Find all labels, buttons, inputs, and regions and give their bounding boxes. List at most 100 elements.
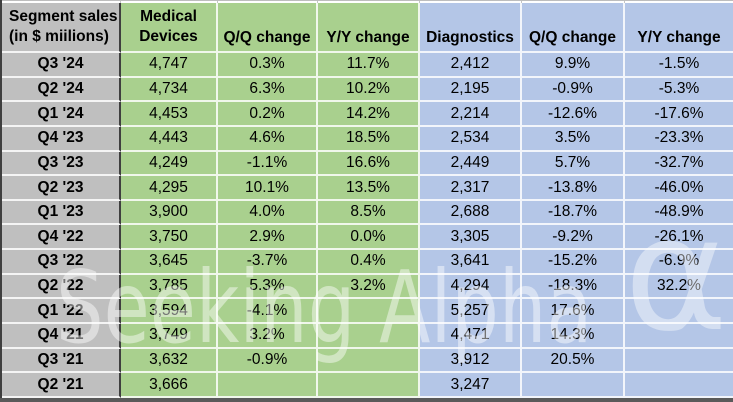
cell-md_qq: 5.3%	[218, 274, 318, 300]
cell-md_yy: 16.6%	[318, 151, 420, 177]
cell-dx_yy: -6.9%	[625, 250, 733, 275]
cell-md_yy: 18.5%	[318, 126, 420, 152]
cell-md_yy: 0.4%	[318, 250, 420, 275]
cell-quarter: Q2 '23	[2, 176, 121, 201]
cell-dx_qq: -12.6%	[522, 102, 625, 127]
column-header-dx_yy: Y/Y change	[625, 3, 733, 53]
cell-md_yy	[318, 299, 420, 325]
cell-dx_yy: -26.1%	[625, 225, 733, 251]
cell-dx: 2,449	[420, 151, 522, 177]
cell-dx: 3,641	[420, 250, 522, 275]
cell-md_qq: 6.3%	[218, 77, 318, 103]
cell-dx: 2,317	[420, 176, 522, 201]
cell-md_qq: 0.3%	[218, 53, 318, 78]
cell-dx_qq: 9.9%	[522, 53, 625, 78]
cell-md_qq: -0.9%	[218, 348, 318, 374]
cell-md: 3,749	[121, 324, 218, 349]
cell-quarter: Q2 '24	[2, 77, 121, 103]
cell-dx_yy	[625, 324, 733, 349]
cell-md_qq: 4.0%	[218, 200, 318, 226]
cell-md_qq: -3.7%	[218, 250, 318, 275]
sales-table-grid: Segment sales (in $ miilions) Medical Dev…	[2, 3, 733, 398]
cell-quarter: Q4 '23	[2, 126, 121, 152]
cell-quarter: Q1 '24	[2, 102, 121, 127]
cell-quarter: Q4 '21	[2, 324, 121, 349]
cell-dx: 2,412	[420, 53, 522, 78]
cell-md: 4,747	[121, 53, 218, 78]
cell-md_qq: -1.1%	[218, 151, 318, 177]
cell-dx_qq: -18.7%	[522, 200, 625, 226]
cell-quarter: Q1 '23	[2, 200, 121, 226]
cell-dx: 2,214	[420, 102, 522, 127]
cell-quarter: Q2 '22	[2, 274, 121, 300]
cell-dx_qq: 17.6%	[522, 299, 625, 325]
cell-dx: 2,688	[420, 200, 522, 226]
cell-dx_yy: -32.7%	[625, 151, 733, 177]
cell-md_qq: -4.1%	[218, 299, 318, 325]
cell-md_qq	[218, 373, 318, 398]
column-header-md: Medical Devices	[121, 3, 218, 53]
cell-md: 4,734	[121, 77, 218, 103]
cell-quarter: Q3 '21	[2, 348, 121, 374]
cell-md_yy	[318, 324, 420, 349]
cell-dx_yy: -5.3%	[625, 77, 733, 103]
column-header-dx_qq: Q/Q change	[522, 3, 625, 53]
cell-dx_qq: 3.5%	[522, 126, 625, 152]
cell-dx: 3,247	[420, 373, 522, 398]
column-divider-tick	[318, 1, 420, 3]
cell-md_yy: 14.2%	[318, 102, 420, 127]
cell-md: 4,249	[121, 151, 218, 177]
cell-md: 3,632	[121, 348, 218, 374]
cell-dx: 4,471	[420, 324, 522, 349]
cell-md_qq: 10.1%	[218, 176, 318, 201]
top-edge-sliver	[2, 0, 733, 3]
cell-md: 3,900	[121, 200, 218, 226]
cell-dx_yy: -48.9%	[625, 200, 733, 226]
cell-dx: 3,305	[420, 225, 522, 251]
cell-dx_qq: 14.3%	[522, 324, 625, 349]
column-header-quarter: Segment sales (in $ miilions)	[2, 3, 121, 53]
cell-md_yy: 10.2%	[318, 77, 420, 103]
column-header-md_yy: Y/Y change	[318, 3, 420, 53]
cell-md: 3,666	[121, 373, 218, 398]
cell-dx_qq: -15.2%	[522, 250, 625, 275]
column-header-dx: Diagnostics	[420, 3, 522, 53]
cell-md_yy: 11.7%	[318, 53, 420, 78]
cell-md: 3,785	[121, 274, 218, 300]
cell-md_yy: 8.5%	[318, 200, 420, 226]
cell-md_yy: 0.0%	[318, 225, 420, 251]
cell-dx_yy	[625, 373, 733, 398]
cell-quarter: Q3 '24	[2, 53, 121, 78]
cell-md_qq: 0.2%	[218, 102, 318, 127]
cell-md_yy	[318, 373, 420, 398]
cell-dx_yy: -46.0%	[625, 176, 733, 201]
cell-dx_yy	[625, 299, 733, 325]
cell-quarter: Q4 '22	[2, 225, 121, 251]
cell-md_qq: 4.6%	[218, 126, 318, 152]
cell-md: 4,453	[121, 102, 218, 127]
column-divider-tick	[2, 1, 121, 3]
cell-quarter: Q2 '21	[2, 373, 121, 398]
cell-quarter: Q3 '23	[2, 151, 121, 177]
cell-dx_yy: 32.2%	[625, 274, 733, 300]
cell-md: 4,443	[121, 126, 218, 152]
cell-dx_qq: 5.7%	[522, 151, 625, 177]
cell-dx: 2,195	[420, 77, 522, 103]
cell-quarter: Q1 '22	[2, 299, 121, 325]
cell-md: 3,645	[121, 250, 218, 275]
column-divider-tick	[625, 1, 733, 3]
cell-md_yy: 13.5%	[318, 176, 420, 201]
bottom-edge-sliver	[0, 398, 733, 402]
cell-dx_yy	[625, 348, 733, 374]
cell-dx_qq: 20.5%	[522, 348, 625, 374]
cell-md: 3,750	[121, 225, 218, 251]
cell-md_qq: 3.2%	[218, 324, 318, 349]
cell-quarter: Q3 '22	[2, 250, 121, 275]
cell-dx: 3,912	[420, 348, 522, 374]
cell-dx_qq	[522, 373, 625, 398]
cell-dx_qq: -13.8%	[522, 176, 625, 201]
column-divider-tick	[420, 1, 522, 3]
cell-dx: 5,257	[420, 299, 522, 325]
cell-md_yy	[318, 348, 420, 374]
